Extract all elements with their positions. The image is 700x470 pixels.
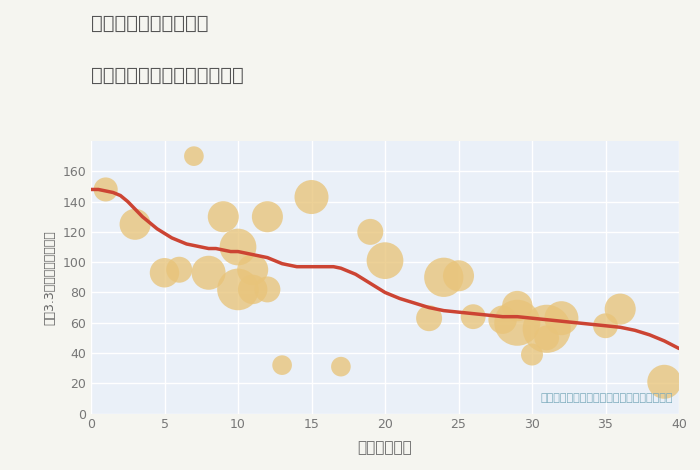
Point <box>232 243 244 251</box>
Point <box>218 213 229 220</box>
Point <box>497 316 508 323</box>
Point <box>276 361 288 369</box>
Text: 大阪府堺市堺区中瓦町: 大阪府堺市堺区中瓦町 <box>91 14 209 33</box>
Y-axis label: 坪（3.3㎡）単価（万円）: 坪（3.3㎡）単価（万円） <box>43 230 57 325</box>
Point <box>615 306 626 313</box>
Point <box>306 193 317 201</box>
Point <box>188 152 199 160</box>
Point <box>541 334 552 342</box>
Point <box>541 325 552 333</box>
Point <box>600 322 611 329</box>
Point <box>174 266 185 274</box>
Point <box>453 272 464 280</box>
Point <box>335 363 346 370</box>
Text: 円の大きさは、取引のあった物件面積を示す: 円の大きさは、取引のあった物件面積を示す <box>540 393 673 403</box>
Point <box>365 228 376 235</box>
Point <box>100 186 111 193</box>
Point <box>247 266 258 274</box>
Point <box>379 257 391 265</box>
Point <box>512 302 523 310</box>
Text: 築年数別中古マンション価格: 築年数別中古マンション価格 <box>91 66 244 85</box>
Point <box>159 269 170 276</box>
Point <box>659 378 670 385</box>
X-axis label: 築年数（年）: 築年数（年） <box>358 440 412 455</box>
Point <box>468 313 479 321</box>
Point <box>424 314 435 322</box>
Point <box>438 274 449 281</box>
Point <box>247 286 258 293</box>
Point <box>262 286 273 293</box>
Point <box>232 286 244 293</box>
Point <box>262 213 273 220</box>
Point <box>512 319 523 327</box>
Point <box>556 314 567 322</box>
Point <box>526 351 538 358</box>
Point <box>203 269 214 276</box>
Point <box>130 220 141 228</box>
